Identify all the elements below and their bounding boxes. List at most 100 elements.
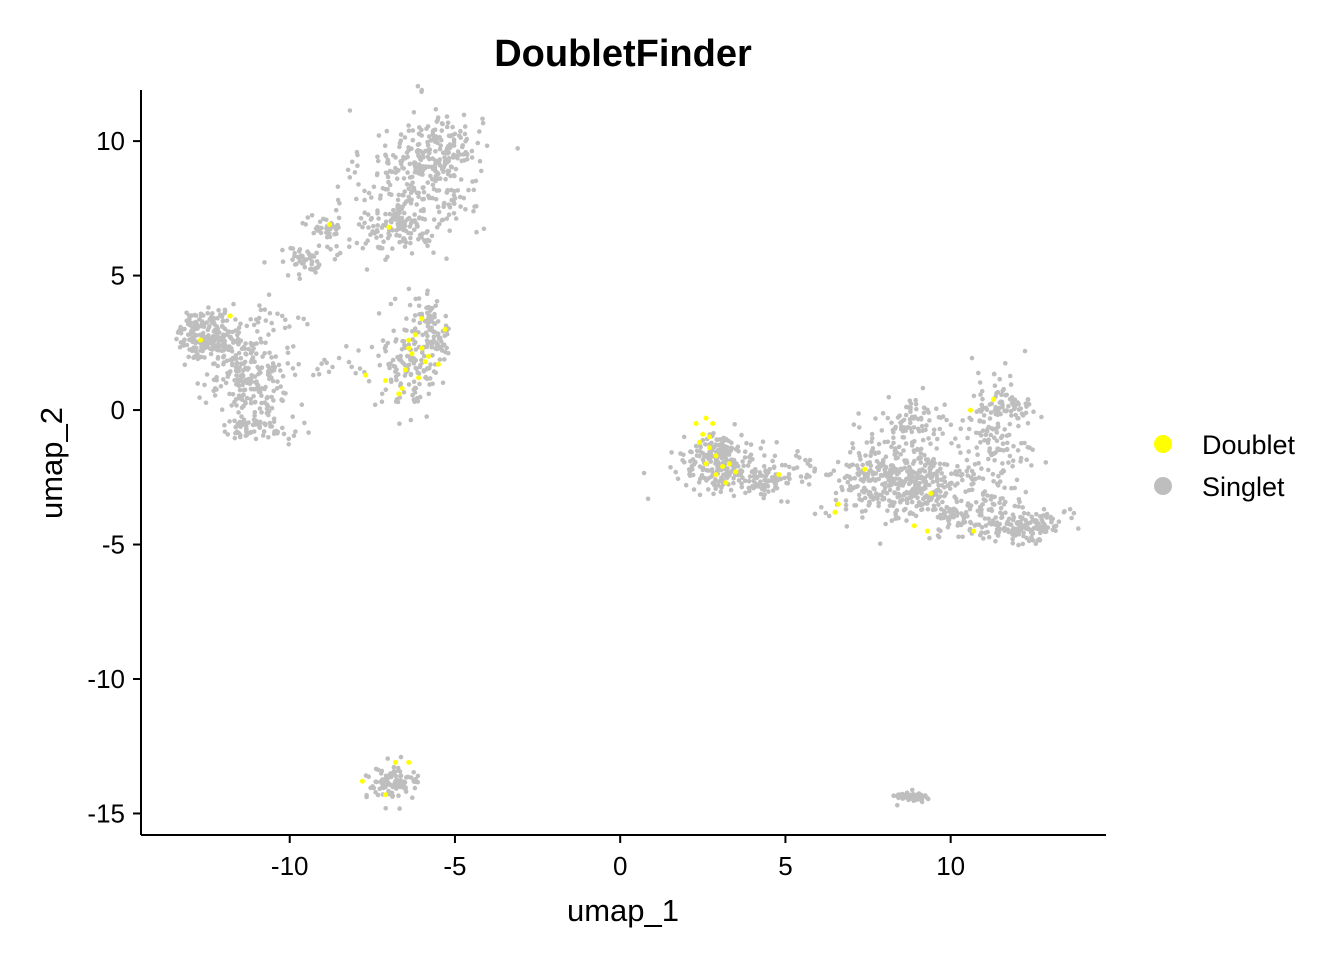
singlet-point bbox=[940, 499, 945, 505]
singlet-point bbox=[430, 195, 435, 201]
singlet-point bbox=[515, 146, 520, 151]
singlet-point bbox=[1014, 520, 1020, 526]
singlet-point bbox=[285, 361, 291, 366]
singlet-point bbox=[222, 429, 228, 435]
singlet-point bbox=[922, 500, 928, 506]
singlet-point bbox=[262, 307, 268, 312]
singlet-point bbox=[415, 83, 421, 89]
singlet-point bbox=[375, 171, 380, 176]
singlet-point bbox=[731, 493, 737, 499]
singlet-point bbox=[395, 197, 401, 203]
singlet-point bbox=[227, 391, 232, 397]
singlet-point bbox=[451, 211, 457, 216]
singlet-point bbox=[936, 534, 942, 540]
singlet-point bbox=[309, 213, 315, 218]
singlet-point bbox=[995, 408, 1001, 414]
singlet-point bbox=[406, 362, 412, 368]
singlet-point bbox=[435, 204, 441, 209]
singlet-point bbox=[979, 507, 984, 512]
singlet-point bbox=[453, 216, 459, 221]
singlet-point bbox=[823, 472, 829, 478]
singlet-point bbox=[424, 338, 430, 343]
singlet-point bbox=[759, 473, 765, 479]
singlet-point bbox=[1051, 524, 1057, 529]
singlet-point bbox=[262, 351, 267, 356]
singlet-point bbox=[724, 471, 729, 476]
singlet-point bbox=[184, 342, 190, 348]
singlet-point bbox=[848, 483, 853, 489]
singlet-point bbox=[223, 346, 229, 351]
singlet-point bbox=[883, 521, 888, 527]
singlet-point bbox=[918, 415, 924, 421]
singlet-point bbox=[212, 328, 217, 334]
singlet-point bbox=[909, 796, 915, 801]
singlet-point bbox=[447, 228, 453, 233]
singlet-point bbox=[758, 491, 764, 497]
singlet-point bbox=[908, 490, 913, 495]
singlet-point bbox=[376, 353, 381, 359]
singlet-point bbox=[919, 799, 925, 805]
singlet-point bbox=[251, 429, 257, 434]
singlet-point bbox=[436, 346, 441, 351]
singlet-point bbox=[436, 209, 442, 215]
singlet-point bbox=[772, 480, 778, 486]
singlet-point bbox=[407, 161, 413, 167]
singlet-point bbox=[414, 223, 420, 228]
doublet-point bbox=[198, 337, 203, 343]
singlet-point bbox=[910, 474, 916, 480]
singlet-point bbox=[418, 208, 424, 213]
singlet-point bbox=[940, 431, 945, 436]
singlet-point bbox=[435, 331, 441, 337]
singlet-point bbox=[999, 515, 1005, 520]
singlet-point bbox=[954, 499, 960, 505]
singlet-cluster bbox=[311, 197, 436, 272]
singlet-point bbox=[1031, 409, 1036, 415]
singlet-point bbox=[927, 482, 932, 488]
singlet-point bbox=[980, 396, 985, 402]
singlet-point bbox=[681, 434, 687, 440]
singlet-point bbox=[739, 469, 745, 474]
singlet-point bbox=[865, 471, 871, 477]
singlet-point bbox=[714, 468, 720, 474]
singlet-point bbox=[391, 764, 397, 770]
singlet-point bbox=[874, 495, 879, 501]
singlet-point bbox=[741, 463, 746, 469]
singlet-point bbox=[408, 371, 414, 377]
singlet-point bbox=[193, 319, 199, 325]
singlet-point bbox=[442, 200, 447, 206]
singlet-point bbox=[1041, 506, 1047, 512]
singlet-point bbox=[933, 507, 938, 512]
singlet-point bbox=[881, 495, 887, 501]
singlet-point bbox=[1039, 414, 1044, 420]
singlet-point bbox=[233, 353, 239, 358]
singlet-point bbox=[799, 479, 805, 485]
singlet-point bbox=[230, 361, 235, 367]
singlet-point bbox=[390, 357, 396, 363]
singlet-point bbox=[436, 188, 442, 193]
doublet-point bbox=[396, 391, 402, 397]
singlet-point bbox=[389, 379, 394, 385]
singlet-point bbox=[907, 464, 912, 470]
singlet-point bbox=[413, 347, 419, 352]
singlet-point bbox=[416, 215, 422, 221]
singlet-point bbox=[979, 525, 985, 530]
singlet-point bbox=[390, 784, 396, 790]
doublet-point bbox=[862, 466, 868, 472]
singlet-point bbox=[919, 423, 925, 429]
singlet-point bbox=[991, 371, 997, 377]
doublet-point bbox=[703, 415, 709, 421]
singlet-point bbox=[725, 466, 730, 471]
singlet-point bbox=[987, 449, 992, 454]
singlet-point bbox=[269, 424, 275, 429]
singlet-point bbox=[239, 405, 245, 411]
singlet-point bbox=[859, 509, 865, 514]
singlet-point bbox=[409, 358, 415, 363]
singlet-point bbox=[995, 421, 1001, 427]
singlet-point bbox=[994, 390, 999, 396]
singlet-point bbox=[368, 217, 374, 222]
singlet-point bbox=[208, 351, 214, 357]
singlet-point bbox=[333, 207, 339, 213]
singlet-point bbox=[1016, 423, 1021, 429]
singlet-point bbox=[376, 216, 381, 221]
singlet-point bbox=[276, 362, 282, 368]
